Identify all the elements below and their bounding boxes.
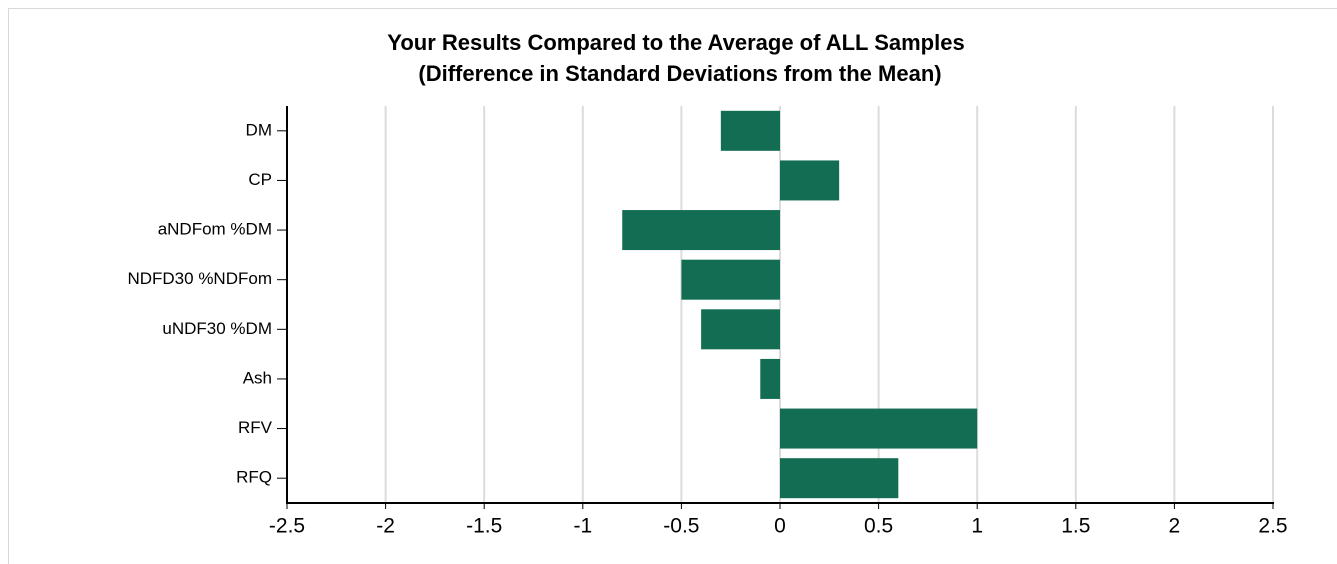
x-tick-label: -1 [573,515,592,538]
frame [8,8,1337,564]
chart-subtitle: (Difference in Standard Deviations from … [418,61,941,86]
x-tick-label: 1.5 [1061,515,1090,538]
y-tick-label: CP [248,170,272,189]
bar [780,160,840,201]
x-tick-label: 1 [971,515,983,538]
x-tick-label: -0.5 [663,515,699,538]
y-tick-label: aNDFom %DM [158,220,272,239]
x-tick-label: 2.5 [1258,515,1287,538]
bar [760,358,780,399]
bar [780,458,899,499]
bar [720,110,780,151]
y-tick-label: Ash [243,368,272,387]
x-tick-label: -1.5 [466,515,502,538]
y-tick-label: uNDF30 %DM [162,319,272,338]
bar [622,210,780,251]
y-tick-label: RFQ [236,468,272,487]
y-tick-label: NDFD30 %NDFom [127,269,272,288]
chart-title: Your Results Compared to the Average of … [387,30,964,55]
y-tick-label: DM [246,120,272,139]
bar [701,309,780,350]
x-tick-label: -2.5 [269,515,305,538]
x-tick-label: 2 [1169,515,1181,538]
x-tick-label: 0.5 [864,515,893,538]
y-tick-label: RFV [238,418,273,437]
x-tick-label: 0 [774,515,786,538]
bar [780,408,978,449]
x-tick-label: -2 [376,515,395,538]
bar [681,259,780,300]
